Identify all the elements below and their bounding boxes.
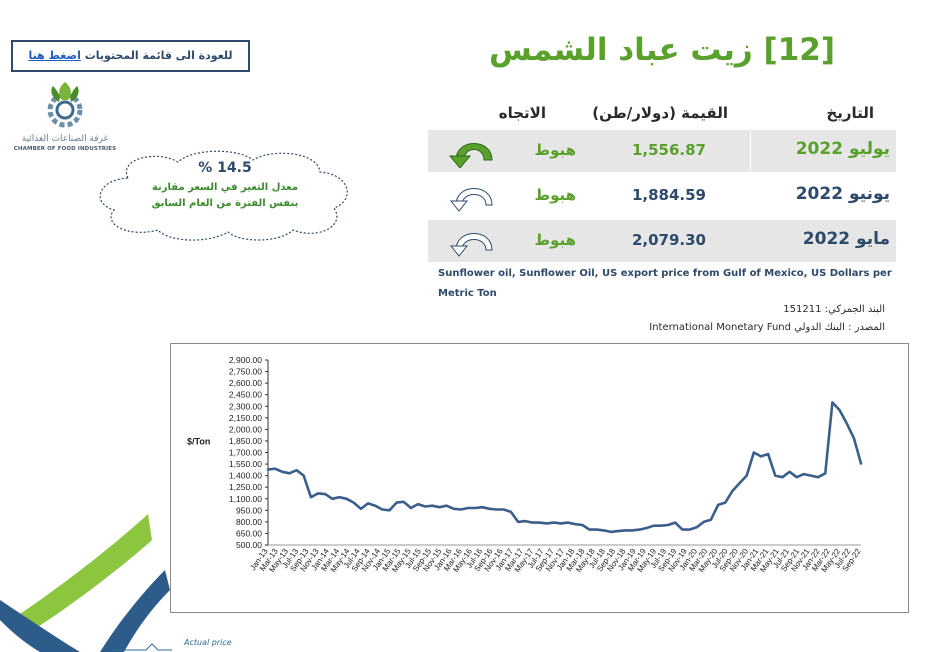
change-percent: 14.5 % xyxy=(198,160,252,176)
back-to-contents-link[interactable]: اضغط هنا xyxy=(28,49,81,62)
y-tick-label: 2,150.00 xyxy=(229,413,262,423)
row-direction: هبوط xyxy=(534,141,576,159)
curved-down-arrow-icon xyxy=(449,188,493,212)
price-table: التاريخ القيمة (دولار/طن) الاتجاه يوليو … xyxy=(428,98,896,265)
change-description-line2: بنفس الفترة من العام السابق xyxy=(151,198,299,209)
header-direction: الاتجاه xyxy=(498,104,546,122)
row-value: 1,884.59 xyxy=(631,186,706,204)
table-row: يوليو 2022 1,556.87 هبوط xyxy=(428,130,896,172)
y-tick-label: 2,300.00 xyxy=(229,401,262,411)
legend-label: Actual price xyxy=(184,638,232,647)
y-tick-label: 650.00 xyxy=(236,528,262,538)
change-cloud-text: 14.5 % معدل التغير في السعر مقارنة بنفس … xyxy=(120,160,330,212)
row-date: يوليو 2022 xyxy=(795,139,890,159)
row-direction: هبوط xyxy=(534,231,576,249)
y-tick-label: 800.00 xyxy=(236,517,262,527)
table-header: التاريخ القيمة (دولار/طن) الاتجاه xyxy=(428,98,896,130)
y-tick-label: 1,400.00 xyxy=(229,471,262,481)
table-row: يونيو 2022 1,884.59 هبوط xyxy=(428,175,896,217)
row-separator xyxy=(750,130,751,172)
y-tick-label: 950.00 xyxy=(236,505,262,515)
y-tick-label: 2,600.00 xyxy=(229,378,262,388)
data-source: المصدر : البنك الدولي International Mone… xyxy=(649,322,885,333)
curved-down-arrow-icon xyxy=(448,143,493,168)
change-description-line1: معدل التغير في السعر مقارنة xyxy=(151,182,299,193)
logo-arabic-text: غرفة الصناعات الغذائية xyxy=(21,134,109,144)
y-axis-label: $/Ton xyxy=(187,437,210,447)
product-description: Sunflower oil, Sunflower Oil, US export … xyxy=(438,268,892,299)
y-tick-label: 500.00 xyxy=(236,540,262,550)
page-title: [12] زيت عباد الشمس xyxy=(489,32,835,68)
y-tick-label: 1,250.00 xyxy=(229,482,262,492)
change-cloud-shape xyxy=(99,150,348,241)
y-tick-label: 1,700.00 xyxy=(229,448,262,458)
series-line-actual-price xyxy=(266,401,863,534)
chamber-logo-icon xyxy=(47,82,83,128)
y-tick-label: 1,550.00 xyxy=(229,459,262,469)
y-tick-label: 2,450.00 xyxy=(229,390,262,400)
y-tick-label: 1,850.00 xyxy=(229,436,262,446)
row-date: مايو 2022 xyxy=(802,229,890,249)
legend-line-icon xyxy=(112,643,172,651)
row-direction: هبوط xyxy=(534,186,576,204)
row-value: 2,079.30 xyxy=(631,231,706,249)
back-to-contents-box: للعودة الى قائمة المحتويات اضغط هنا xyxy=(11,40,250,72)
logo-english-text: CHAMBER OF FOOD INDUSTRIES xyxy=(13,146,117,152)
y-tick-label: 2,000.00 xyxy=(229,424,262,434)
y-tick-label: 2,750.00 xyxy=(229,367,262,377)
row-value: 1,556.87 xyxy=(631,141,706,159)
row-date: يونيو 2022 xyxy=(795,184,890,204)
y-tick-label: 1,100.00 xyxy=(229,494,262,504)
y-tick-label: 2,900.00 xyxy=(229,355,262,365)
header-date: التاريخ xyxy=(826,104,874,122)
curved-down-arrow-icon xyxy=(449,233,493,257)
decorative-swoosh-icon xyxy=(0,514,170,652)
header-value: القيمة (دولار/طن) xyxy=(592,104,728,122)
back-to-contents-text: للعودة الى قائمة المحتويات xyxy=(80,49,233,62)
customs-code: البند الجمركي: 151211 xyxy=(783,304,885,315)
price-chart-svg: 2,900.00 2,750.002,600.00 2,450.002,300.00… xyxy=(187,355,863,574)
table-row: مايو 2022 2,079.30 هبوط xyxy=(428,220,896,262)
price-chart: 2,900.00 2,750.00 2,600.00 2,450.00 2,300.00… xyxy=(170,343,909,613)
